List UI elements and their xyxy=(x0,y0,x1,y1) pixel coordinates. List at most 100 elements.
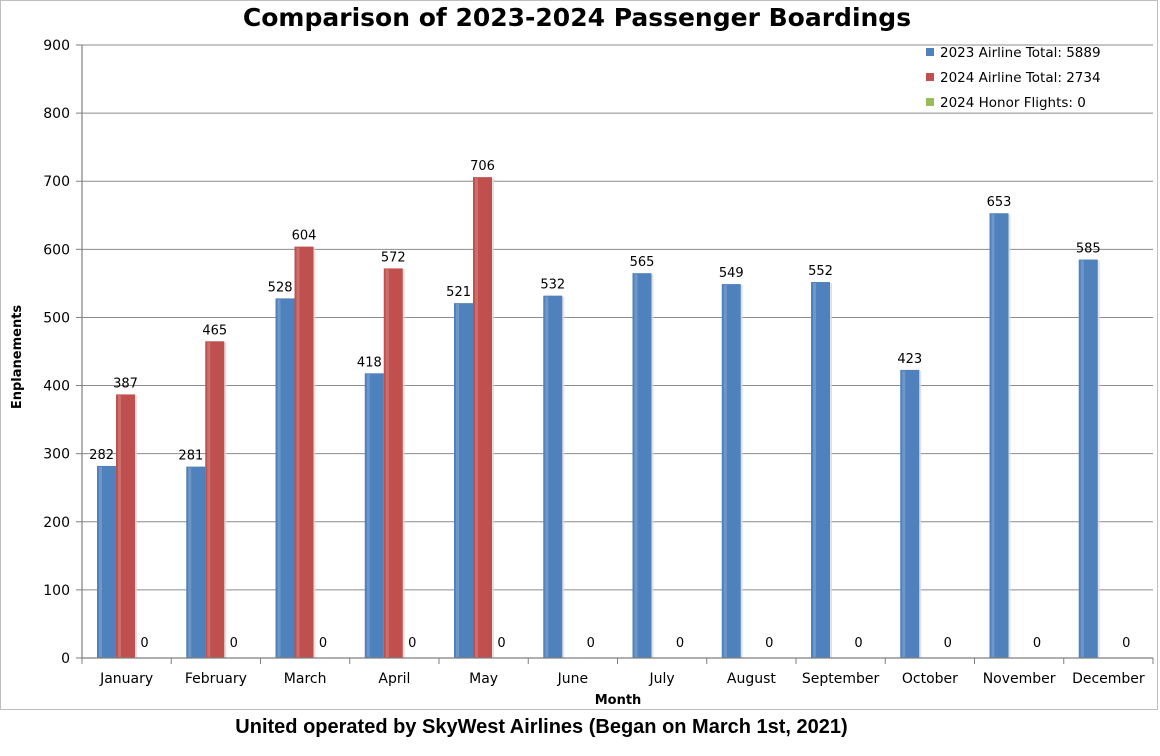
data-label: 0 xyxy=(765,636,773,651)
legend-swatch xyxy=(926,48,934,56)
gridlines xyxy=(82,44,1153,591)
bar-highlight xyxy=(634,274,638,657)
x-tick-label: January xyxy=(99,671,153,687)
legend: 2023 Airline Total: 5889 2024 Airline Tot… xyxy=(926,45,1101,111)
data-label: 0 xyxy=(587,636,595,651)
x-tick-label: February xyxy=(185,671,247,687)
bar-highlight xyxy=(366,374,370,657)
bar-highlight xyxy=(1080,260,1084,657)
bar-highlight xyxy=(207,342,211,657)
y-tick-label: 900 xyxy=(43,38,70,54)
bar xyxy=(275,298,295,658)
x-tick-label: November xyxy=(983,671,1056,687)
data-label: 0 xyxy=(408,636,416,651)
x-axis-label: Month xyxy=(595,693,642,708)
data-label: 282 xyxy=(89,448,114,463)
bar-highlight xyxy=(545,296,549,657)
y-tick-label: 700 xyxy=(43,174,70,190)
data-label: 528 xyxy=(268,280,293,295)
y-axis-ticks: 0 100 200 300 400 500 600 700 800 900 xyxy=(43,38,82,667)
legend-label: 2024 Airline Total: 2734 xyxy=(940,70,1101,86)
bar xyxy=(97,465,116,658)
data-label: 552 xyxy=(808,264,833,279)
bar-chart: Comparison of 2023-2024 Passenger Boardi… xyxy=(10,3,1154,708)
data-label: 572 xyxy=(381,250,406,265)
data-label: 0 xyxy=(230,636,238,651)
data-label: 281 xyxy=(178,449,203,464)
data-label: 653 xyxy=(987,195,1012,210)
x-tick-label: September xyxy=(802,671,880,687)
data-label: 604 xyxy=(292,229,317,244)
bars: 282 387 0 281 465 0 528 604 0 418 572 0 521 706 0 532 0 5… xyxy=(89,159,1130,659)
y-tick-label: 0 xyxy=(61,651,70,667)
chart-title: Comparison of 2023-2024 Passenger Boardi… xyxy=(243,3,911,32)
bar-highlight xyxy=(296,247,300,657)
bar xyxy=(632,273,652,658)
bar xyxy=(989,213,1009,659)
y-tick-label: 500 xyxy=(43,310,70,326)
data-label: 387 xyxy=(113,376,138,391)
axes xyxy=(81,45,1154,664)
bar-highlight xyxy=(475,178,478,657)
bar-highlight xyxy=(118,395,121,657)
x-tick-label: July xyxy=(649,671,675,687)
bar xyxy=(811,282,830,658)
data-label: 565 xyxy=(630,255,655,270)
x-tick-label: March xyxy=(284,671,327,687)
bar-highlight xyxy=(188,467,192,657)
data-label: 0 xyxy=(497,636,505,651)
data-label: 521 xyxy=(446,285,471,300)
bar-highlight xyxy=(99,466,102,657)
bar xyxy=(900,369,920,658)
bar xyxy=(1078,259,1098,658)
y-tick-label: 800 xyxy=(43,106,70,122)
y-tick-label: 600 xyxy=(43,242,70,258)
bar xyxy=(454,303,473,658)
data-label: 0 xyxy=(1033,636,1041,651)
bar xyxy=(116,394,135,658)
data-label: 423 xyxy=(897,352,922,367)
data-label: 585 xyxy=(1076,242,1101,257)
legend-swatch xyxy=(926,73,934,81)
legend-swatch xyxy=(926,98,934,106)
x-axis-categories: January February March April May June July Augu… xyxy=(99,671,1145,687)
bar xyxy=(364,373,384,658)
x-tick-label: June xyxy=(557,671,589,687)
bar xyxy=(383,268,403,658)
footer-caption: United operated by SkyWest Airlines (Beg… xyxy=(235,716,848,738)
x-tick-label: August xyxy=(727,671,777,687)
data-label: 0 xyxy=(854,636,862,651)
bar-highlight xyxy=(277,299,281,657)
bar-highlight xyxy=(991,214,995,658)
bar xyxy=(205,341,225,658)
y-axis-label: Enplanements xyxy=(10,305,25,410)
bar xyxy=(294,246,314,658)
bar-highlight xyxy=(902,370,906,657)
x-tick-label: April xyxy=(378,671,410,687)
data-label: 532 xyxy=(540,278,565,293)
bar xyxy=(186,466,206,658)
data-label: 0 xyxy=(676,636,684,651)
bar xyxy=(721,284,741,658)
bar xyxy=(473,177,492,658)
x-tick-label: October xyxy=(902,671,958,687)
data-label: 706 xyxy=(470,159,495,174)
y-tick-label: 300 xyxy=(43,447,70,463)
data-label: 418 xyxy=(357,355,382,370)
bar-highlight xyxy=(385,269,389,657)
legend-label: 2023 Airline Total: 5889 xyxy=(940,45,1101,61)
data-label: 465 xyxy=(202,323,227,338)
data-label: 0 xyxy=(944,636,952,651)
x-tick-label: December xyxy=(1072,671,1145,687)
chart-frame: Comparison of 2023-2024 Passenger Boardi… xyxy=(0,0,1158,710)
y-tick-label: 200 xyxy=(43,515,70,531)
data-label: 549 xyxy=(719,266,744,281)
bar-highlight xyxy=(456,304,459,657)
data-label: 0 xyxy=(1122,636,1130,651)
bar xyxy=(543,295,563,658)
data-label: 0 xyxy=(140,636,148,651)
data-label: 0 xyxy=(319,636,327,651)
y-tick-label: 400 xyxy=(43,379,70,395)
legend-label: 2024 Honor Flights: 0 xyxy=(940,95,1086,111)
y-tick-label: 100 xyxy=(43,583,70,599)
